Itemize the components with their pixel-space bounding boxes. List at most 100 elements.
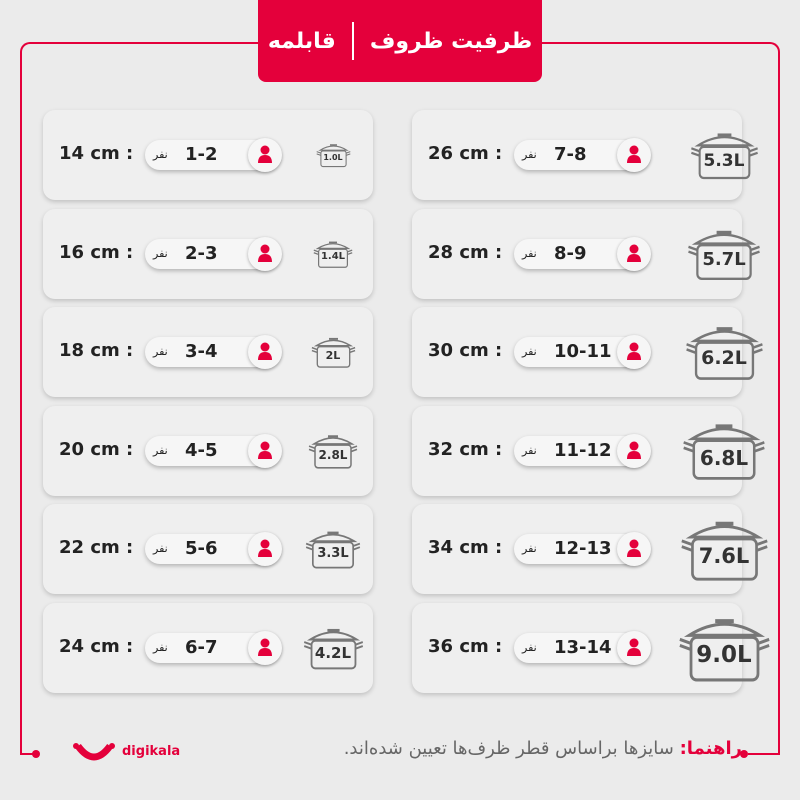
unit-label: نفر [153, 148, 168, 161]
person-icon [248, 433, 282, 468]
divider [351, 22, 354, 60]
volume-label: 7.6L [698, 544, 750, 569]
pot-icon: 5.3L [690, 129, 759, 181]
page-subtitle: قابلمه [267, 28, 336, 54]
page-header: ظرفیت ظروف قابلمه [258, 0, 542, 82]
pot-icon: 2.8L [308, 432, 358, 470]
person-icon [248, 138, 282, 172]
person-icon [617, 631, 651, 665]
pot-size-card: 20 cm : نفر 4-5 2.8L [43, 405, 373, 496]
pot-size-card: 22 cm : نفر 5-6 3.3L [43, 504, 373, 595]
pot-size-card: 28 cm : نفر 8-9 5.7L [412, 208, 760, 299]
frame-line [20, 753, 34, 755]
servings-range: 12-13 [554, 538, 612, 560]
unit-label: نفر [153, 345, 168, 359]
volume-label: 1.4L [320, 251, 346, 263]
unit-label: نفر [153, 246, 168, 260]
person-icon [617, 532, 651, 567]
diameter-label: 34 cm : [428, 537, 503, 559]
servings-range: 5-6 [185, 538, 218, 560]
unit-label: نفر [522, 345, 537, 359]
servings-range: 3-4 [185, 341, 218, 363]
frame-line [748, 753, 780, 755]
pot-icon: 9.0L [678, 613, 771, 684]
pot-size-card: 14 cm : نفر 1-2 1.0L [43, 110, 373, 200]
servings-range: 8-9 [554, 242, 587, 264]
unit-label: نفر [153, 641, 168, 654]
pot-size-card: 34 cm : نفر 12-13 7.6L [412, 504, 768, 595]
unit-label: نفر [522, 148, 537, 161]
unit-label: نفر [153, 443, 168, 457]
servings-pill: نفر 12-13 [514, 532, 651, 567]
brand-name: digikala [122, 743, 181, 759]
volume-label: 6.8L [699, 445, 749, 470]
diameter-label: 32 cm : [428, 438, 503, 460]
diameter-label: 26 cm : [428, 143, 503, 164]
page-title: ظرفیت ظروف [369, 28, 533, 54]
digikala-logo: digikala [72, 740, 180, 762]
person-icon [248, 236, 282, 271]
diameter-label: 30 cm : [428, 340, 503, 362]
servings-pill: نفر 6-7 [145, 631, 282, 665]
frame-dot [740, 750, 748, 758]
servings-pill: نفر 11-12 [514, 433, 651, 468]
pot-icon: 1.4L [313, 239, 353, 269]
pot-size-card: 24 cm : نفر 6-7 4.2L [43, 603, 373, 693]
volume-label: 6.2L [701, 347, 747, 370]
servings-range: 13-14 [554, 637, 612, 658]
person-icon [617, 138, 651, 172]
diameter-label: 28 cm : [428, 241, 503, 263]
diameter-label: 14 cm : [59, 143, 134, 164]
pot-size-card: 32 cm : نفر 11-12 6.8L [412, 405, 765, 496]
diameter-label: 36 cm : [428, 636, 503, 657]
servings-pill: نفر 4-5 [145, 433, 282, 468]
pot-icon: 6.8L [682, 419, 766, 482]
pot-icon: 7.6L [680, 516, 769, 583]
volume-label: 3.3L [317, 546, 349, 562]
servings-pill: نفر 3-4 [145, 335, 282, 370]
smile-logo-icon [73, 743, 115, 761]
servings-range: 4-5 [185, 439, 218, 461]
pot-size-card: 18 cm : نفر 3-4 2L [43, 307, 373, 398]
servings-range: 1-2 [185, 144, 218, 165]
volume-label: 4.2L [314, 644, 352, 663]
servings-range: 11-12 [554, 439, 612, 461]
unit-label: نفر [153, 542, 168, 556]
volume-label: 9.0L [696, 642, 752, 669]
pot-icon: 1.0L [316, 142, 351, 168]
pot-icon: 5.7L [687, 226, 761, 282]
unit-label: نفر [522, 542, 537, 556]
volume-label: 5.7L [702, 249, 746, 271]
pot-size-card: 30 cm : نفر 10-11 6.2L [412, 307, 763, 398]
person-icon [617, 433, 651, 468]
person-icon [617, 236, 651, 271]
servings-pill: نفر 10-11 [514, 335, 651, 370]
frame-dot [32, 750, 40, 758]
unit-label: نفر [522, 641, 537, 654]
diameter-label: 24 cm : [59, 636, 134, 657]
servings-range: 2-3 [185, 242, 218, 264]
unit-label: نفر [522, 246, 537, 260]
servings-pill: نفر 7-8 [514, 138, 651, 172]
note-label: راهنما: [679, 738, 742, 759]
diameter-label: 16 cm : [59, 241, 134, 263]
servings-pill: نفر 1-2 [145, 138, 282, 172]
person-icon [248, 532, 282, 567]
pot-size-card: 26 cm : نفر 7-8 5.3L [412, 110, 758, 200]
servings-range: 10-11 [554, 341, 612, 363]
pot-icon: 6.2L [685, 322, 764, 382]
pot-icon: 2L [311, 335, 356, 369]
pot-icon: 3.3L [305, 528, 361, 570]
footer-note: راهنما: سایزها براساس قطر ظرف‌ها تعیین ش… [344, 738, 742, 759]
pot-size-card: 16 cm : نفر 2-3 1.4L [43, 208, 373, 299]
servings-pill: نفر 8-9 [514, 236, 651, 271]
diameter-label: 22 cm : [59, 537, 134, 559]
servings-pill: نفر 5-6 [145, 532, 282, 567]
servings-pill: نفر 2-3 [145, 236, 282, 271]
unit-label: نفر [522, 443, 537, 457]
servings-range: 7-8 [554, 144, 587, 165]
note-text: سایزها براساس قطر ظرف‌ها تعیین شده‌اند. [343, 738, 680, 759]
person-icon [617, 335, 651, 370]
pot-size-card: 36 cm : نفر 13-14 9.0L [412, 603, 770, 693]
volume-label: 1.0L [323, 152, 343, 162]
